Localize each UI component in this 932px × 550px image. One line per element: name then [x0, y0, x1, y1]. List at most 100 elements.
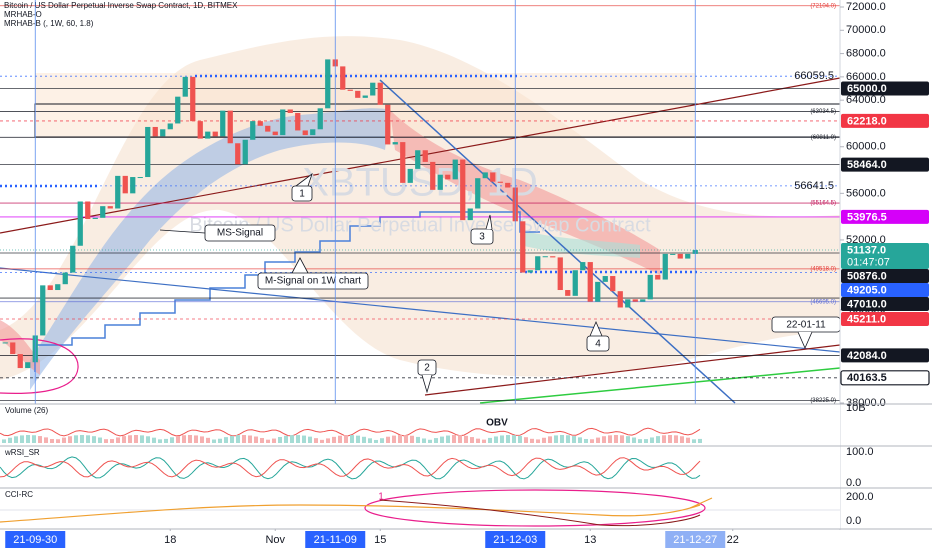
annotation-text: 2 — [424, 363, 430, 374]
volume-bar — [230, 435, 234, 443]
price-tag-label: 40163.5 — [847, 372, 887, 384]
level-label: (49518.0) — [810, 266, 836, 272]
callout-line — [159, 229, 206, 234]
candle — [280, 109, 286, 136]
x-tick-label: 13 — [584, 534, 596, 546]
candle — [572, 270, 578, 296]
price-tag-label: 58464.0 — [847, 159, 887, 171]
indicator-label: MRHAB-O — [4, 10, 42, 19]
volume-bar — [698, 438, 702, 443]
candle — [557, 257, 563, 291]
candle — [295, 112, 301, 131]
candle — [340, 66, 346, 90]
oscillator-line — [0, 457, 701, 478]
volume-bar — [560, 435, 564, 443]
candle — [437, 174, 443, 190]
candle — [550, 256, 556, 258]
level-label: 66059.5 — [794, 70, 834, 82]
annotation: 2 — [417, 359, 437, 394]
price-tag — [841, 282, 929, 297]
candle — [662, 253, 668, 280]
volume-bar — [500, 435, 504, 443]
candle — [527, 270, 533, 273]
level-label: (38225.0) — [810, 398, 836, 404]
volume-bar — [362, 436, 366, 443]
volume-bar — [494, 436, 498, 443]
candle — [362, 95, 368, 98]
price-tag — [841, 81, 929, 96]
candle — [452, 159, 458, 180]
trend-line — [424, 344, 841, 396]
candle — [392, 142, 398, 145]
volume-bar — [410, 435, 414, 443]
volume-bar — [74, 435, 78, 443]
candle — [130, 177, 136, 194]
candle — [655, 274, 661, 280]
volume-bar — [140, 435, 144, 443]
price-tag — [841, 157, 929, 172]
volume-bar — [170, 437, 174, 443]
candle — [2, 342, 8, 344]
candle — [115, 175, 121, 209]
price-tag-label: 53976.5 — [847, 211, 887, 223]
candle — [602, 276, 608, 282]
callout-pointer — [797, 331, 813, 349]
volume-bar — [104, 439, 108, 443]
volume-bar — [542, 437, 546, 443]
price-tag-label: 50876.0 — [847, 270, 887, 282]
volume-bar — [662, 435, 666, 443]
candle — [145, 126, 151, 178]
candle — [445, 174, 451, 180]
volume-bar — [92, 436, 96, 443]
candle — [580, 262, 586, 271]
candle — [137, 177, 143, 179]
candle — [535, 256, 541, 271]
volume-bar — [386, 436, 390, 443]
volume-bar — [218, 438, 222, 443]
y-tick-label: 38000.0 — [846, 397, 886, 409]
volume-bar — [188, 435, 192, 443]
volume-bar — [524, 437, 528, 443]
trend-line — [0, 267, 841, 353]
candle — [482, 172, 488, 179]
annotation: 22-01-11 — [771, 316, 841, 349]
candle — [490, 172, 496, 182]
candle — [347, 89, 353, 91]
candle — [17, 354, 23, 369]
volume-bar — [86, 435, 90, 443]
volume-bar — [164, 438, 168, 443]
volume-bar — [182, 435, 186, 443]
volume-bar — [338, 435, 342, 443]
volume-bar — [476, 438, 480, 443]
volume-bar — [488, 437, 492, 443]
volume-bar — [56, 439, 60, 443]
y-tick-label: 64000.0 — [846, 94, 886, 106]
annotation: 1 — [291, 172, 313, 202]
volume-bar — [152, 437, 156, 443]
candle — [92, 217, 98, 219]
candle — [370, 82, 376, 96]
volume-bar — [116, 437, 120, 443]
annotation: MS-Signal — [159, 224, 276, 242]
candle — [227, 110, 233, 144]
pane-tick-label: 0.0 — [846, 515, 861, 527]
volume-bar — [308, 436, 312, 443]
volume-bar — [254, 436, 258, 443]
volume-bar — [368, 438, 372, 443]
level-label: (46695.0) — [810, 299, 836, 305]
level-label: 56641.5 — [794, 180, 834, 192]
x-tick-label: 21-09-30 — [13, 534, 57, 546]
candle — [100, 206, 106, 218]
volume-bar — [566, 435, 570, 443]
volume-bar — [332, 436, 336, 443]
price-tag — [841, 209, 929, 224]
callout-box — [291, 185, 313, 202]
volume-bar — [350, 435, 354, 443]
candle — [62, 272, 68, 285]
candle — [317, 108, 323, 130]
callout-box — [470, 228, 494, 245]
y-tick-label: 56000.0 — [846, 187, 886, 199]
candle — [257, 121, 263, 126]
volume-bar — [206, 437, 210, 443]
